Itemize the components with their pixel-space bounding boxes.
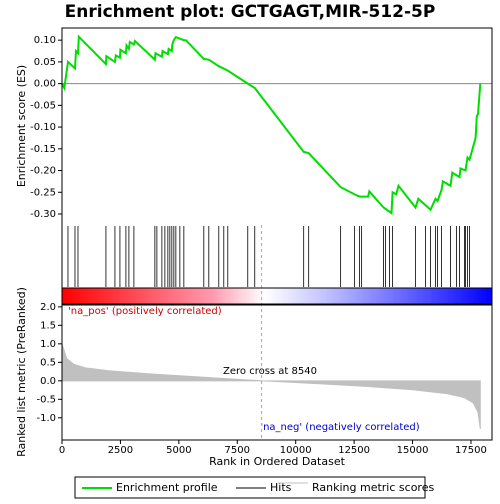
es-line (61, 34, 482, 215)
legend-label: Enrichment profile (116, 481, 218, 494)
y-tick-label: -0.30 (30, 209, 56, 220)
x-tick-label: 17500 (455, 445, 487, 456)
y-axis-label: Enrichment score (ES) (15, 65, 28, 187)
y-tick-label: 0.05 (34, 57, 56, 68)
x-tick-label: 15000 (397, 445, 429, 456)
annotation: 'na_pos' (positively correlated) (68, 306, 222, 317)
metric-area (61, 343, 481, 429)
y-tick-label: -0.20 (30, 166, 56, 177)
y-tick-label: -0.5 (36, 394, 56, 405)
legend-label: Ranking metric scores (312, 481, 434, 494)
x-tick-label: 0 (59, 445, 65, 456)
panel-frame (61, 287, 493, 305)
annotation: Zero cross at 8540 (223, 366, 317, 377)
panel-frame (61, 27, 493, 289)
y-tick-label: -0.05 (30, 100, 56, 111)
y-tick-label: 0.00 (34, 79, 56, 90)
legend-label: Hits (270, 481, 292, 494)
x-axis-label: Rank in Ordered Dataset (209, 455, 346, 468)
chart-title: Enrichment plot: GCTGAGT,MIR-512-5P (65, 2, 436, 22)
y-tick-label: 0.5 (40, 357, 56, 368)
y-tick-label: 0.0 (40, 376, 56, 387)
y-tick-label: -0.15 (30, 144, 56, 155)
y-tick-label: -1.0 (36, 413, 56, 424)
x-tick-label: 2500 (108, 445, 133, 456)
y-tick-label: 2.0 (40, 302, 56, 313)
y-tick-label: -0.25 (30, 187, 56, 198)
x-tick-label: 7500 (225, 445, 250, 456)
color-bar (62, 288, 492, 304)
x-tick-label: 10000 (280, 445, 312, 456)
panel-frame (61, 304, 493, 441)
x-tick-label: 5000 (166, 445, 191, 456)
y-tick-label: 0.10 (34, 35, 56, 46)
x-tick-label: 12500 (338, 445, 370, 456)
annotation: 'na_neg' (negatively correlated) (260, 422, 419, 433)
y-tick-label: 1.0 (40, 339, 56, 350)
y-axis-label: Ranked list metric (PreRanked) (15, 287, 28, 457)
y-tick-label: 1.5 (40, 320, 56, 331)
y-tick-label: -0.10 (30, 122, 56, 133)
